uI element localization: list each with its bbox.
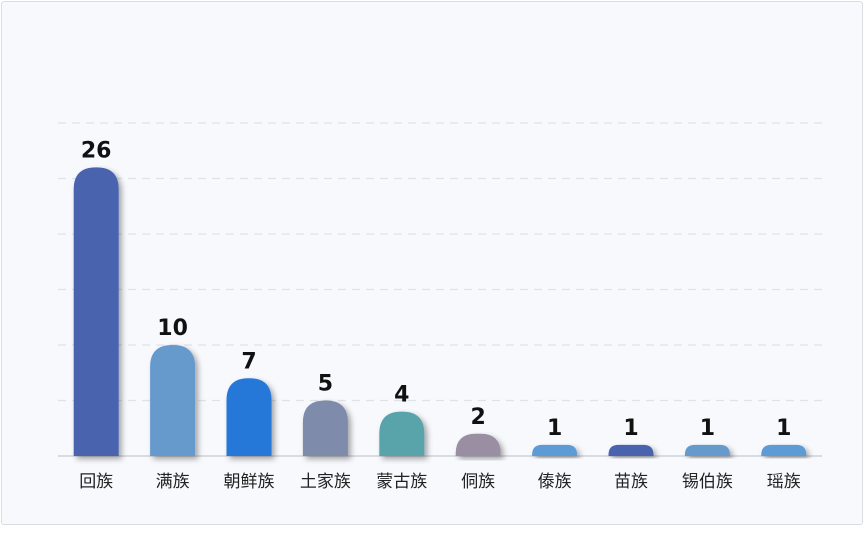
bar <box>379 411 425 456</box>
data-label: 26 <box>81 138 112 163</box>
x-axis-tick-labels: 回族 满族 朝鲜族 土家族 蒙古族 侗族 傣族 苗族 锡伯族 瑶族 <box>79 472 801 492</box>
data-label: 7 <box>241 349 256 374</box>
chart-panel <box>1 1 863 525</box>
bar <box>761 444 807 456</box>
bar <box>608 444 654 456</box>
x-tick-label: 土家族 <box>300 472 351 492</box>
bar <box>73 167 119 456</box>
bar <box>150 345 196 456</box>
x-tick-label: 瑶族 <box>767 472 801 492</box>
x-tick-label: 锡伯族 <box>682 472 733 492</box>
x-tick-label: 朝鲜族 <box>224 472 275 492</box>
bars <box>73 167 807 456</box>
data-label: 5 <box>318 372 333 397</box>
x-tick-label: 满族 <box>156 472 190 492</box>
data-labels: 26 10 7 5 4 2 1 1 1 1 <box>81 138 792 441</box>
bar <box>302 400 348 456</box>
x-tick-label: 回族 <box>79 472 113 492</box>
bar <box>226 378 272 456</box>
data-label: 1 <box>776 416 791 441</box>
data-label: 4 <box>394 383 409 408</box>
x-tick-label: 苗族 <box>614 472 648 492</box>
x-tick-label: 蒙古族 <box>376 472 427 492</box>
data-label: 1 <box>700 416 715 441</box>
data-label: 10 <box>157 316 188 341</box>
x-tick-label: 傣族 <box>538 472 572 492</box>
x-tick-label: 侗族 <box>461 472 495 492</box>
bar <box>532 444 578 456</box>
bar <box>455 433 501 456</box>
data-label: 1 <box>547 416 562 441</box>
data-label: 2 <box>471 405 486 430</box>
data-label: 1 <box>623 416 638 441</box>
bar <box>684 444 730 456</box>
